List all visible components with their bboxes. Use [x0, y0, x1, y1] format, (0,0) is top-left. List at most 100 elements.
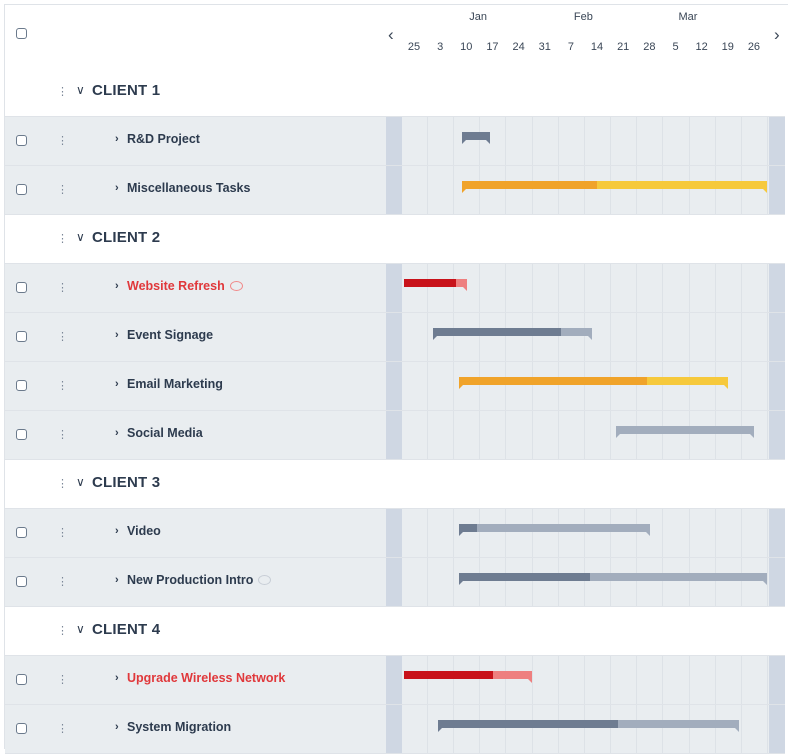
week-gridline [688, 558, 690, 606]
week-gridline [740, 509, 742, 557]
week-gridline [531, 117, 533, 165]
task-label[interactable]: Upgrade Wireless Network [127, 671, 285, 685]
gantt-bar[interactable] [404, 671, 533, 683]
chevron-right-icon[interactable]: › [115, 329, 119, 341]
row-checkbox[interactable] [16, 282, 27, 293]
drag-handle-icon[interactable]: ⋮ [57, 135, 68, 147]
bar-end-tick [724, 385, 729, 389]
chevron-down-icon[interactable]: ∨ [76, 230, 85, 244]
bar-progress [458, 524, 478, 532]
drag-handle-icon[interactable]: ⋮ [57, 282, 68, 294]
drag-handle-icon[interactable]: ⋮ [57, 478, 68, 490]
week-gridline [610, 705, 612, 753]
table-row[interactable]: ⋮ › Social Media [5, 411, 785, 460]
chevron-right-icon[interactable]: › [115, 574, 119, 586]
week-gridline [688, 264, 690, 312]
task-label[interactable]: Website Refresh [127, 279, 243, 293]
drag-handle-icon[interactable]: ⋮ [57, 429, 68, 441]
task-label[interactable]: System Migration [127, 720, 231, 734]
drag-handle-icon[interactable]: ⋮ [57, 184, 68, 196]
week-gridline [740, 656, 742, 704]
bar-progress [404, 671, 493, 679]
week-gridline [583, 166, 585, 214]
week-label: 10 [460, 41, 473, 53]
group-label: CLIENT 4 [92, 621, 161, 638]
drag-handle-icon[interactable]: ⋮ [57, 331, 68, 343]
chevron-right-icon[interactable]: › [115, 525, 119, 537]
table-row[interactable]: ⋮ › New Production Intro [5, 558, 785, 607]
week-label: 24 [512, 41, 525, 53]
table-row[interactable]: ⋮ › System Migration [5, 705, 785, 754]
row-checkbox[interactable] [16, 331, 27, 342]
chevron-right-icon[interactable]: › [115, 182, 119, 194]
task-label[interactable]: Miscellaneous Tasks [127, 181, 250, 195]
row-checkbox[interactable] [16, 527, 27, 538]
row-checkbox[interactable] [16, 429, 27, 440]
gantt-bar[interactable] [461, 181, 768, 193]
chevron-down-icon[interactable]: ∨ [76, 83, 85, 97]
table-row[interactable]: ⋮ › Upgrade Wireless Network [5, 656, 785, 705]
task-label[interactable]: Email Marketing [127, 377, 223, 391]
task-label[interactable]: Social Media [127, 426, 203, 440]
drag-handle-icon[interactable]: ⋮ [57, 625, 68, 637]
week-gridline [662, 117, 664, 165]
chevron-right-icon[interactable]: › [115, 378, 119, 390]
drag-handle-icon[interactable]: ⋮ [57, 380, 68, 392]
table-row[interactable]: ⋮ › Miscellaneous Tasks [5, 166, 785, 215]
drag-handle-icon[interactable]: ⋮ [57, 723, 68, 735]
chevron-down-icon[interactable]: ∨ [76, 622, 85, 636]
row-checkbox[interactable] [16, 184, 27, 195]
table-row[interactable]: ⋮ › Email Marketing [5, 362, 785, 411]
task-label[interactable]: Event Signage [127, 328, 213, 342]
chevron-down-icon[interactable]: ∨ [76, 475, 85, 489]
timeline-edge-right [769, 166, 785, 214]
task-label[interactable]: New Production Intro [127, 573, 272, 587]
row-checkbox[interactable] [16, 723, 27, 734]
comment-icon[interactable] [258, 574, 272, 585]
row-checkbox[interactable] [16, 674, 27, 685]
gantt-bar[interactable] [461, 132, 491, 144]
timeline-edge-left [386, 656, 402, 704]
drag-handle-icon[interactable]: ⋮ [57, 576, 68, 588]
select-all-checkbox[interactable] [16, 28, 27, 39]
gantt-bar[interactable] [458, 524, 650, 536]
table-row[interactable]: ⋮ › Video [5, 509, 785, 558]
drag-handle-icon[interactable]: ⋮ [57, 233, 68, 245]
row-checkbox[interactable] [16, 576, 27, 587]
group-row: ⋮ ∨ CLIENT 4 [5, 607, 785, 656]
row-checkbox[interactable] [16, 380, 27, 391]
drag-handle-icon[interactable]: ⋮ [57, 86, 68, 98]
chevron-right-icon[interactable]: › [115, 721, 119, 733]
drag-handle-icon[interactable]: ⋮ [57, 674, 68, 686]
timeline-lane [386, 117, 785, 165]
table-row[interactable]: ⋮ › R&D Project [5, 117, 785, 166]
row-checkbox[interactable] [16, 135, 27, 146]
task-label[interactable]: Video [127, 524, 161, 538]
gantt-view: ‹ › Jan Feb Mar 25 3 10 17 24 31 7 14 21 28 5 12 19 26 … [4, 4, 788, 754]
chevron-right-icon[interactable]: › [115, 427, 119, 439]
month-label: Jan [469, 11, 488, 23]
chevron-right-icon[interactable]: › [115, 672, 119, 684]
chevron-right-icon[interactable]: › [115, 280, 119, 292]
gantt-bar[interactable] [615, 426, 755, 438]
gantt-bar[interactable] [458, 573, 768, 585]
drag-handle-icon[interactable]: ⋮ [57, 527, 68, 539]
week-gridline [766, 362, 768, 410]
bar-end-tick [750, 434, 755, 438]
bar-progress [458, 573, 590, 581]
bar-progress [461, 132, 491, 140]
gantt-bar[interactable] [437, 720, 739, 732]
week-gridline [740, 705, 742, 753]
task-label[interactable]: R&D Project [127, 132, 200, 146]
week-gridline [427, 313, 428, 361]
gantt-bar[interactable] [458, 377, 729, 389]
chevron-left-icon[interactable]: ‹ [388, 25, 394, 44]
gantt-bar[interactable] [432, 328, 593, 340]
chevron-right-icon[interactable]: › [774, 25, 780, 44]
comment-icon[interactable] [229, 280, 243, 291]
gantt-bar[interactable] [404, 279, 467, 291]
table-row[interactable]: ⋮ › Website Refresh [5, 264, 785, 313]
table-row[interactable]: ⋮ › Event Signage [5, 313, 785, 362]
bar-progress [458, 377, 648, 385]
chevron-right-icon[interactable]: › [115, 133, 119, 145]
